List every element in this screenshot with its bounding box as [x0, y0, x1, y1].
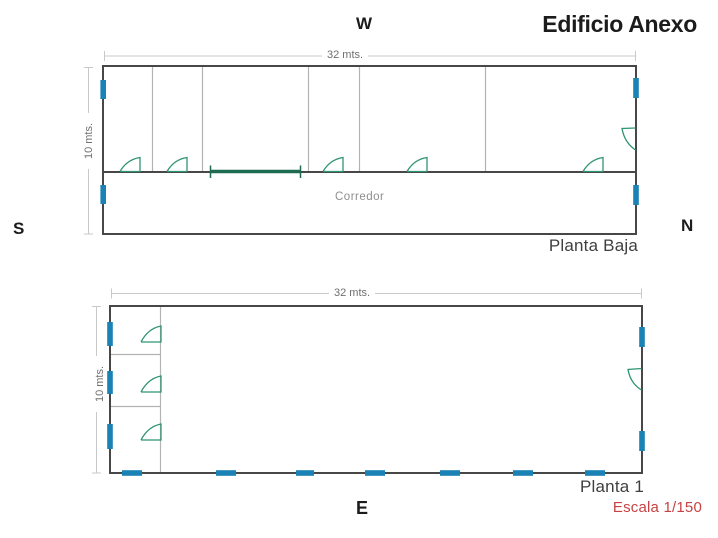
- door-swing: [166, 156, 188, 173]
- window: [585, 470, 605, 476]
- window: [440, 470, 460, 476]
- scale-label: Escala 1/150: [612, 499, 702, 516]
- planta-1-plan: [92, 288, 645, 476]
- window: [122, 470, 142, 476]
- door-swing: [140, 375, 162, 393]
- window: [107, 424, 113, 449]
- window: [296, 470, 314, 476]
- window: [100, 80, 106, 99]
- window: [216, 470, 236, 476]
- planta-1-title: Planta 1: [580, 477, 644, 496]
- planta-1-outline: [109, 305, 643, 474]
- planta-baja-outline: [102, 65, 637, 235]
- door-swing: [322, 156, 344, 173]
- compass-south: S: [13, 219, 25, 238]
- planta-baja-windows: [100, 78, 639, 205]
- window: [639, 327, 645, 347]
- planta-baja-plan: [84, 51, 639, 235]
- stair-bar: [209, 165, 302, 178]
- window: [633, 185, 639, 205]
- window: [365, 470, 385, 476]
- planta-baja-height-dimension: 10 mts.: [83, 113, 95, 169]
- planta-baja-door-swings: [119, 127, 636, 173]
- door-swing: [119, 156, 141, 173]
- planta-baja-title: Planta Baja: [548, 236, 638, 255]
- planta-baja-partitions: [151, 67, 487, 171]
- window: [107, 371, 113, 394]
- planta-1-door-swings: [140, 325, 642, 441]
- compass-north: N: [681, 216, 694, 235]
- compass-east: E: [356, 498, 369, 518]
- planta-1-width-dimension: 32 mts.: [329, 287, 376, 299]
- planta-1-height-dimension: 10 mts.: [94, 356, 106, 412]
- planta-baja-width-dimension: 32 mts.: [322, 49, 369, 61]
- planta-1-dimension-lines: [92, 288, 642, 474]
- window: [633, 78, 639, 98]
- window: [639, 431, 645, 451]
- door-swing: [140, 325, 162, 343]
- door-swing: [582, 156, 604, 173]
- door-swing-east-wall: [627, 367, 642, 391]
- sheet-title: Edificio Anexo: [542, 11, 697, 37]
- planta-1-windows: [107, 322, 645, 476]
- window: [513, 470, 533, 476]
- compass-west: W: [356, 14, 373, 33]
- door-swing-east-wall: [621, 127, 636, 151]
- door-swing: [406, 156, 428, 173]
- door-swing: [140, 423, 162, 441]
- window: [107, 322, 113, 346]
- corridor-label: Corredor: [335, 191, 385, 203]
- window: [100, 185, 106, 204]
- planta-1-partitions: [111, 307, 162, 472]
